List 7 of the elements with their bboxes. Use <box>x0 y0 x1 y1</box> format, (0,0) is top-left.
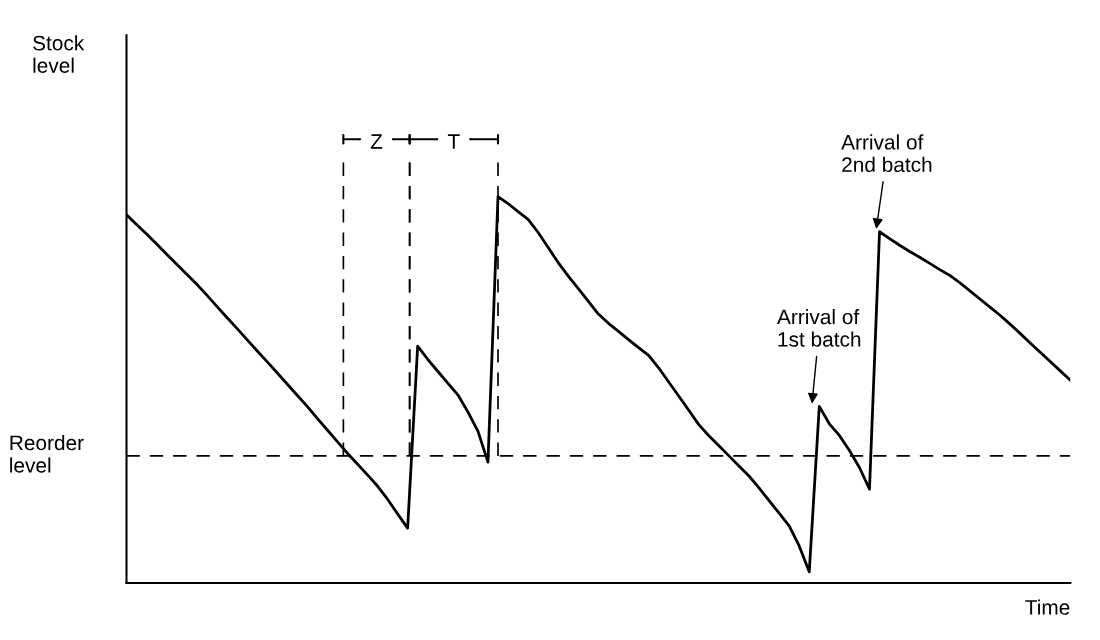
ref-line-label: Reorder level <box>10 434 84 473</box>
text: T <box>447 134 460 149</box>
x-axis-title: Time <box>1025 599 1070 615</box>
annotation: Arrival of 2nd batch <box>841 134 932 173</box>
text: Z <box>370 134 383 149</box>
text: Stock level <box>33 35 85 73</box>
annotation: Arrival of 1st batch <box>777 309 861 347</box>
